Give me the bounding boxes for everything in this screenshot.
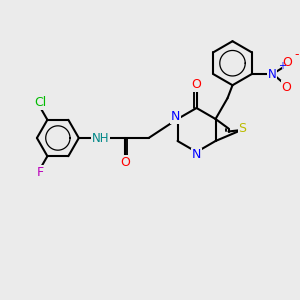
Text: O: O: [192, 79, 202, 92]
Text: O: O: [283, 56, 292, 69]
Text: S: S: [238, 122, 247, 134]
Text: N: N: [192, 148, 201, 161]
Text: N: N: [268, 68, 277, 81]
Text: N: N: [171, 110, 180, 124]
Text: O: O: [281, 81, 291, 94]
Text: -: -: [294, 48, 299, 61]
Text: F: F: [37, 166, 44, 179]
Text: O: O: [120, 155, 130, 169]
Text: Cl: Cl: [34, 96, 46, 109]
Text: NH: NH: [92, 131, 110, 145]
Text: +: +: [278, 61, 286, 71]
